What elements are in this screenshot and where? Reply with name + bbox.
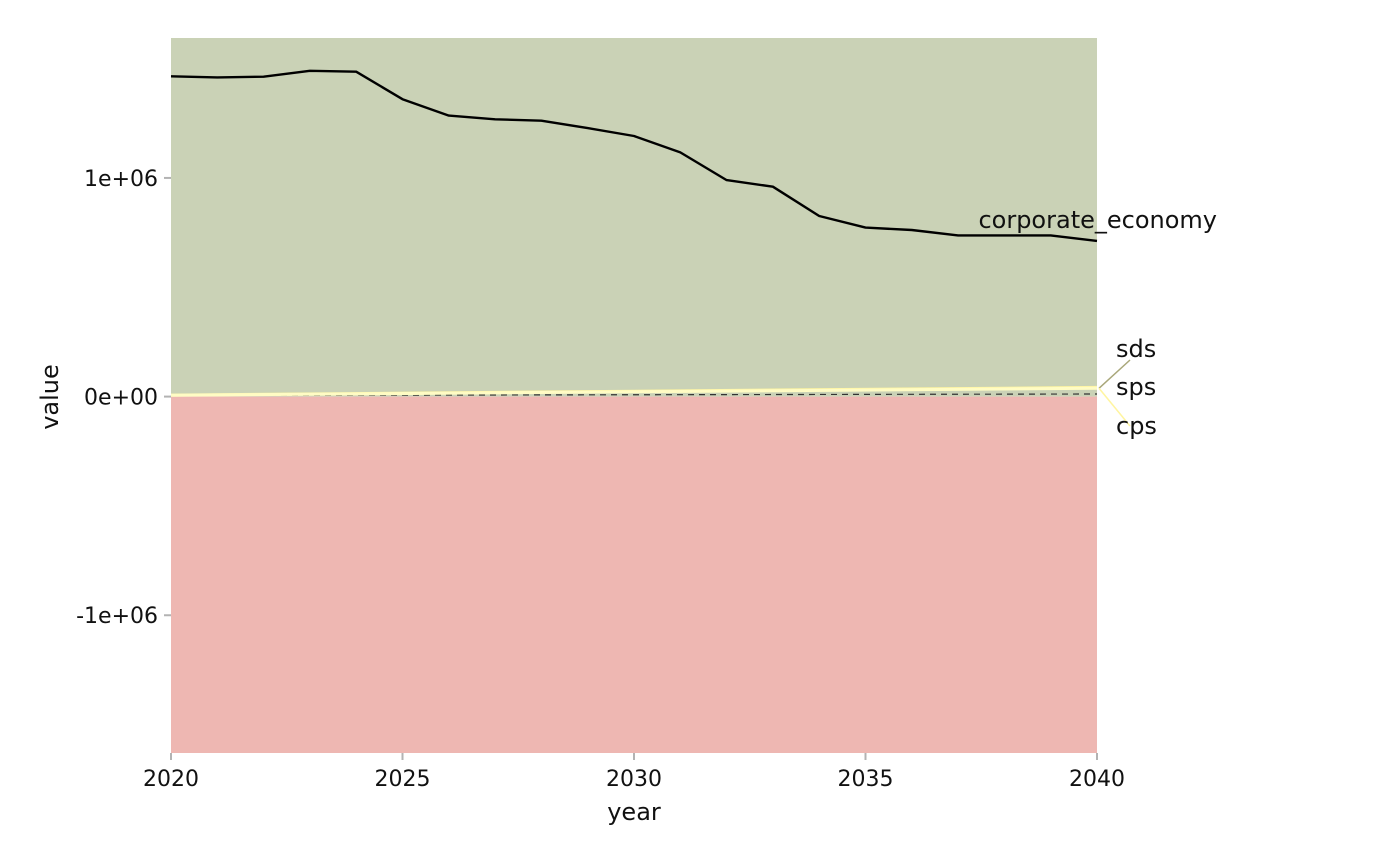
x-tick-label: 2040 <box>1069 767 1125 792</box>
series-label-sds: sds <box>1116 335 1156 363</box>
leader-line-sds <box>1098 359 1131 389</box>
y-tick-label: 1e+06 <box>84 167 158 192</box>
series-label-sps: sps <box>1116 373 1156 401</box>
x-axis-title: year <box>607 798 661 826</box>
x-tick-label: 2020 <box>143 767 199 792</box>
x-tick-label: 2030 <box>606 767 662 792</box>
chart-plot-area <box>170 38 1098 753</box>
y-tick-label: 0e+00 <box>84 386 158 411</box>
upper-area-band <box>171 38 1097 397</box>
lower-area-band <box>171 396 1097 753</box>
series-line-sps <box>170 386 1098 397</box>
series-lines <box>170 69 1098 397</box>
series-line-corporate-economy <box>170 69 1098 243</box>
y-axis-title: value <box>36 364 64 430</box>
x-tick-label: 2035 <box>838 767 894 792</box>
series-label-cps: cps <box>1116 412 1157 440</box>
series-label-corporate-economy: corporate_economy <box>978 206 1217 234</box>
y-axis: 1e+06 0e+00 -1e+06 <box>76 167 171 629</box>
leader-line-cps <box>1098 387 1131 427</box>
x-axis: 2020 2025 2030 2035 2040 <box>143 753 1125 792</box>
y-tick-label: -1e+06 <box>76 604 158 629</box>
background-bands <box>171 38 1097 753</box>
x-tick-label: 2025 <box>375 767 431 792</box>
